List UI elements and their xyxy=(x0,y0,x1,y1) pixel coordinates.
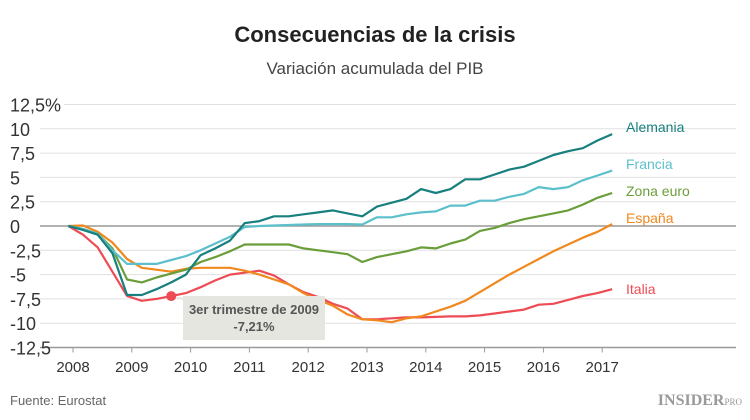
y-tick-label: -5 xyxy=(10,266,26,286)
y-tick-label: 10 xyxy=(10,120,30,140)
y-tick-label: 5 xyxy=(10,168,20,188)
annotation-marker xyxy=(166,291,177,302)
x-axis-ticks: 2008 2009 2010 2011 2012 2013 2014 2015 2016 2017 xyxy=(56,347,619,376)
y-tick-label: -7,5 xyxy=(10,290,41,310)
y-tick-label: 12,5% xyxy=(10,96,61,116)
annotation-pointer xyxy=(171,296,200,300)
x-tick-label: 2015 xyxy=(468,359,501,376)
chart-subtitle: Variación acumulada del PIB xyxy=(266,59,483,78)
source-note: Fuente: Eurostat xyxy=(10,393,106,408)
y-tick-label: 7,5 xyxy=(10,144,35,164)
annotation-line1: 3er trimestre de 2009 xyxy=(189,302,319,317)
annotation-box xyxy=(183,296,325,340)
chart-title: Consecuencias de la crisis xyxy=(234,22,515,47)
series-label: Alemania xyxy=(626,119,685,135)
series-line-zona-euro xyxy=(68,191,613,284)
annotation-line2: -7,21% xyxy=(233,319,275,334)
x-tick-label: 2016 xyxy=(527,359,560,376)
y-tick-label: -10 xyxy=(10,314,36,334)
y-tick-label: -12,5 xyxy=(10,339,51,359)
x-tick-label: 2013 xyxy=(350,359,383,376)
series-line-italia xyxy=(67,225,613,321)
x-tick-label: 2008 xyxy=(56,359,89,376)
x-tick-label: 2017 xyxy=(586,359,619,376)
x-tick-label: 2011 xyxy=(233,359,265,376)
series-label: Zona euro xyxy=(626,183,690,199)
gridlines xyxy=(40,104,736,349)
insider-pro-logo: INSIDERPRO xyxy=(658,392,743,409)
series-label: España xyxy=(626,210,674,226)
series-line-españa xyxy=(68,223,613,324)
x-tick-label: 2009 xyxy=(115,359,148,376)
annotation: 3er trimestre de 2009 -7,21% xyxy=(166,291,325,340)
series-line-francia xyxy=(68,169,613,265)
series-line-alemania xyxy=(68,133,613,297)
y-tick-label: 2,5 xyxy=(10,193,35,213)
y-tick-label: 0 xyxy=(10,217,20,237)
x-tick-label: 2010 xyxy=(174,359,207,376)
series-label: Francia xyxy=(626,156,673,172)
series-lines xyxy=(67,133,613,324)
series-labels: Italia España Zona euro Francia Alemania xyxy=(626,119,690,297)
series-label: Italia xyxy=(626,281,656,297)
y-axis-ticks: 12,5% 10 7,5 5 2,5 0 -2,5 -5 -7,5 -10 -12,5 xyxy=(10,96,61,359)
x-tick-label: 2014 xyxy=(409,359,442,376)
y-tick-label: -2,5 xyxy=(10,241,41,261)
x-tick-label: 2012 xyxy=(292,359,325,376)
